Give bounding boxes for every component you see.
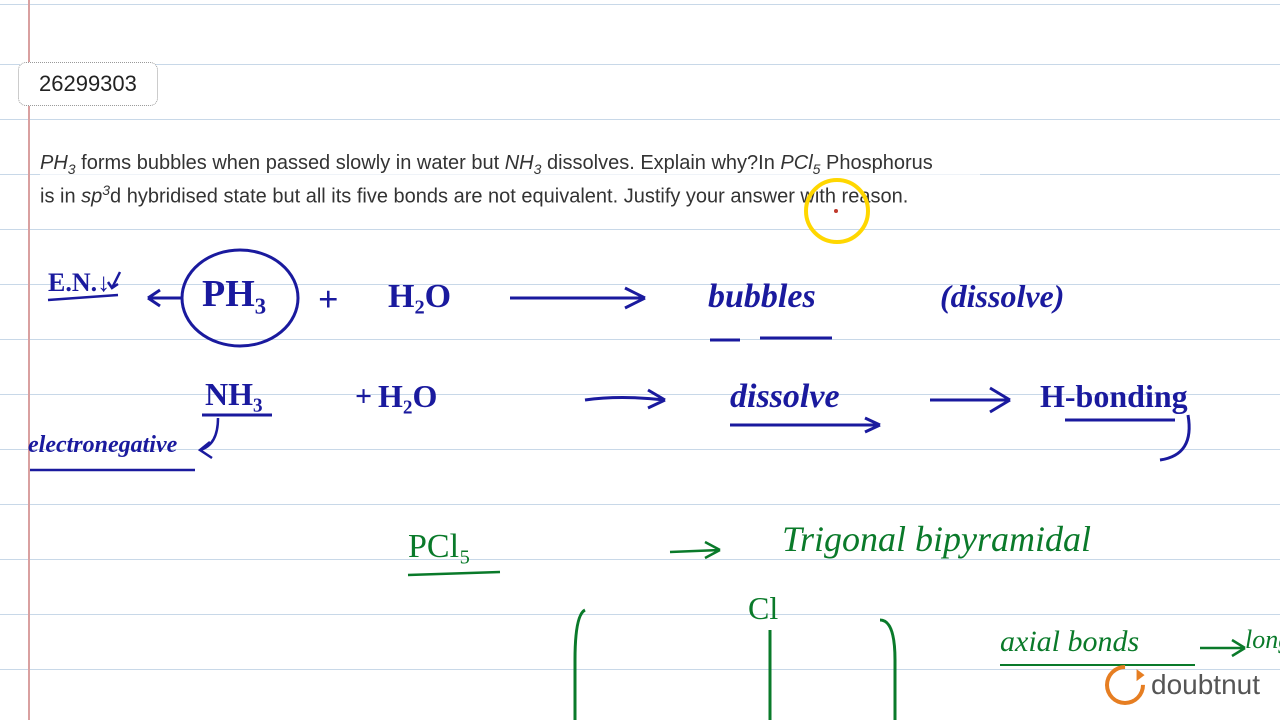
logo-icon [1097, 657, 1154, 714]
ph3-text: PH₃ [202, 272, 266, 316]
plus2: + [355, 380, 372, 414]
plus1: + [318, 278, 339, 320]
pcl5-text: PCl₅ [408, 528, 471, 566]
ruled-paper-background [0, 0, 1280, 720]
question-id-box: 26299303 [18, 62, 158, 106]
h2o-2: H₂O [378, 378, 437, 415]
axial-text: axial bonds [1000, 625, 1139, 659]
question-id: 26299303 [39, 71, 137, 96]
trigonal-text: Trigonal bipyramidal [782, 518, 1091, 560]
h2o-1: H₂O [388, 278, 451, 316]
en-label: E.N.↓ [48, 268, 110, 298]
logo-text: doubtnut [1151, 669, 1260, 701]
nh3-text: NH₃ [205, 376, 263, 413]
margin-line [28, 0, 30, 720]
cl-text: Cl [748, 590, 778, 627]
electronegative-text: electronegative [28, 432, 177, 459]
cursor-dot [834, 209, 838, 213]
doubtnut-logo[interactable]: doubtnut [1105, 665, 1260, 705]
dissolve-paren: (dissolve) [940, 278, 1064, 315]
hbonding-text: H-bonding [1040, 378, 1188, 415]
long-text: long [1245, 625, 1280, 655]
dissolve-text: dissolve [730, 378, 840, 416]
bubbles-text: bubbles [708, 278, 816, 316]
